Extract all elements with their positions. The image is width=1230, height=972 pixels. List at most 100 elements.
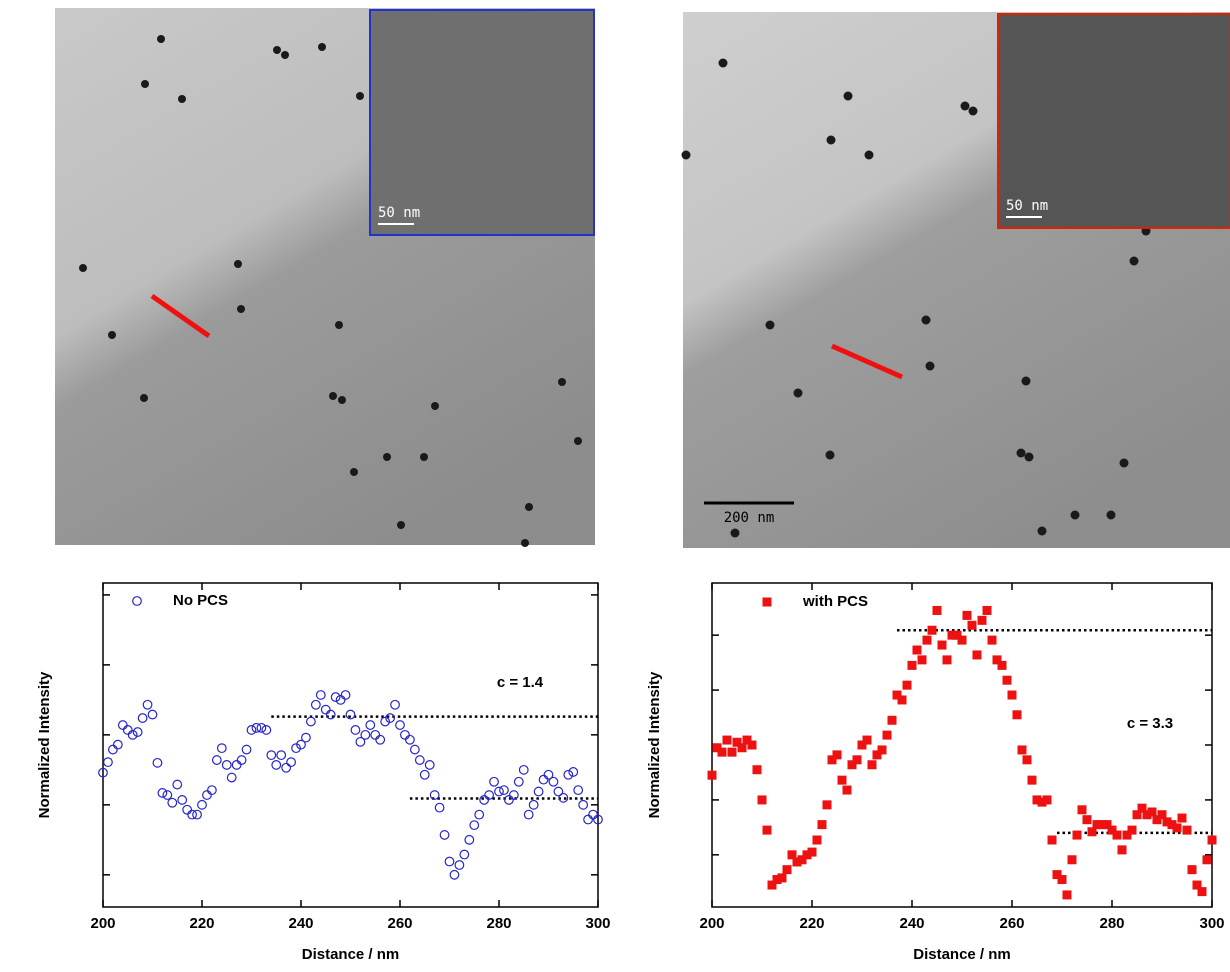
point [296, 739, 306, 750]
point [847, 760, 857, 770]
point [802, 850, 812, 860]
point [385, 713, 396, 723]
point [563, 769, 574, 780]
point [167, 797, 178, 808]
point [1012, 710, 1022, 720]
point [827, 755, 837, 765]
point [1027, 775, 1037, 785]
point [474, 809, 485, 820]
point [157, 788, 168, 798]
point [857, 740, 867, 750]
point [499, 785, 509, 796]
point [127, 729, 138, 740]
point [1157, 810, 1167, 820]
point [1132, 810, 1142, 820]
legend-label: No PCS [173, 592, 228, 609]
point [246, 725, 257, 735]
point [162, 790, 173, 800]
point [902, 680, 912, 690]
point [350, 725, 361, 735]
point [867, 760, 877, 770]
point [395, 720, 405, 730]
point [479, 795, 490, 805]
point [1102, 820, 1112, 830]
point [707, 770, 717, 780]
micrograph-right: 50 nm 200 nm [681, 12, 1230, 548]
x-tick-label: 200 [699, 915, 724, 932]
point [1172, 823, 1182, 833]
x-tick-label: 220 [189, 915, 214, 932]
point [256, 722, 267, 733]
point [221, 760, 232, 770]
x-axis-label: Distance / nm [913, 946, 1011, 963]
point [573, 785, 584, 796]
point [172, 779, 183, 790]
point [752, 765, 762, 775]
point [187, 809, 198, 820]
point [992, 655, 1002, 665]
point [977, 615, 987, 625]
point [241, 744, 252, 755]
point [1117, 845, 1127, 855]
scale-bar-label: 200 nm [724, 510, 775, 526]
point [459, 849, 470, 860]
x-tick-label: 280 [1099, 915, 1124, 932]
point [1112, 830, 1122, 840]
point [1007, 690, 1017, 700]
point [922, 635, 932, 645]
inset-scale-label: 50 nm [378, 205, 420, 221]
point [1052, 870, 1062, 880]
point [226, 772, 237, 783]
point [211, 755, 222, 765]
point [777, 873, 787, 883]
x-axis-label: Distance / nm [302, 946, 400, 963]
point [967, 620, 977, 630]
point [882, 730, 892, 740]
point [464, 834, 475, 845]
point [1127, 825, 1137, 835]
plot-frame [102, 582, 599, 908]
point [952, 630, 962, 640]
point [345, 709, 356, 720]
point [320, 704, 331, 715]
point [548, 776, 559, 787]
point [375, 734, 386, 745]
y-axis-label: Normalized Intensity [36, 671, 53, 818]
point [1032, 795, 1042, 805]
point [192, 809, 202, 820]
point [1082, 815, 1092, 825]
point [533, 786, 544, 797]
point [1037, 797, 1047, 807]
point [405, 734, 415, 745]
point [271, 760, 282, 770]
point [1202, 855, 1212, 865]
point [1042, 795, 1052, 805]
point [1062, 890, 1072, 900]
point [306, 716, 316, 727]
point [937, 640, 947, 650]
point [1137, 803, 1147, 813]
point [152, 757, 163, 768]
point [897, 695, 907, 705]
point [887, 715, 897, 725]
point [429, 790, 440, 800]
point [380, 716, 391, 727]
x-tick-label: 260 [999, 915, 1024, 932]
point [117, 720, 128, 730]
point [842, 785, 852, 795]
point [782, 865, 792, 875]
point [251, 722, 262, 733]
point [340, 690, 351, 700]
point [98, 767, 108, 778]
point [400, 729, 410, 740]
point [216, 743, 227, 754]
point [518, 764, 529, 775]
x-tick-label: 240 [288, 915, 313, 932]
point [772, 875, 782, 885]
point [1192, 880, 1202, 890]
point [390, 699, 400, 710]
point [797, 855, 807, 865]
x-tick-label: 300 [585, 915, 610, 932]
point [812, 835, 822, 845]
point [862, 735, 872, 745]
